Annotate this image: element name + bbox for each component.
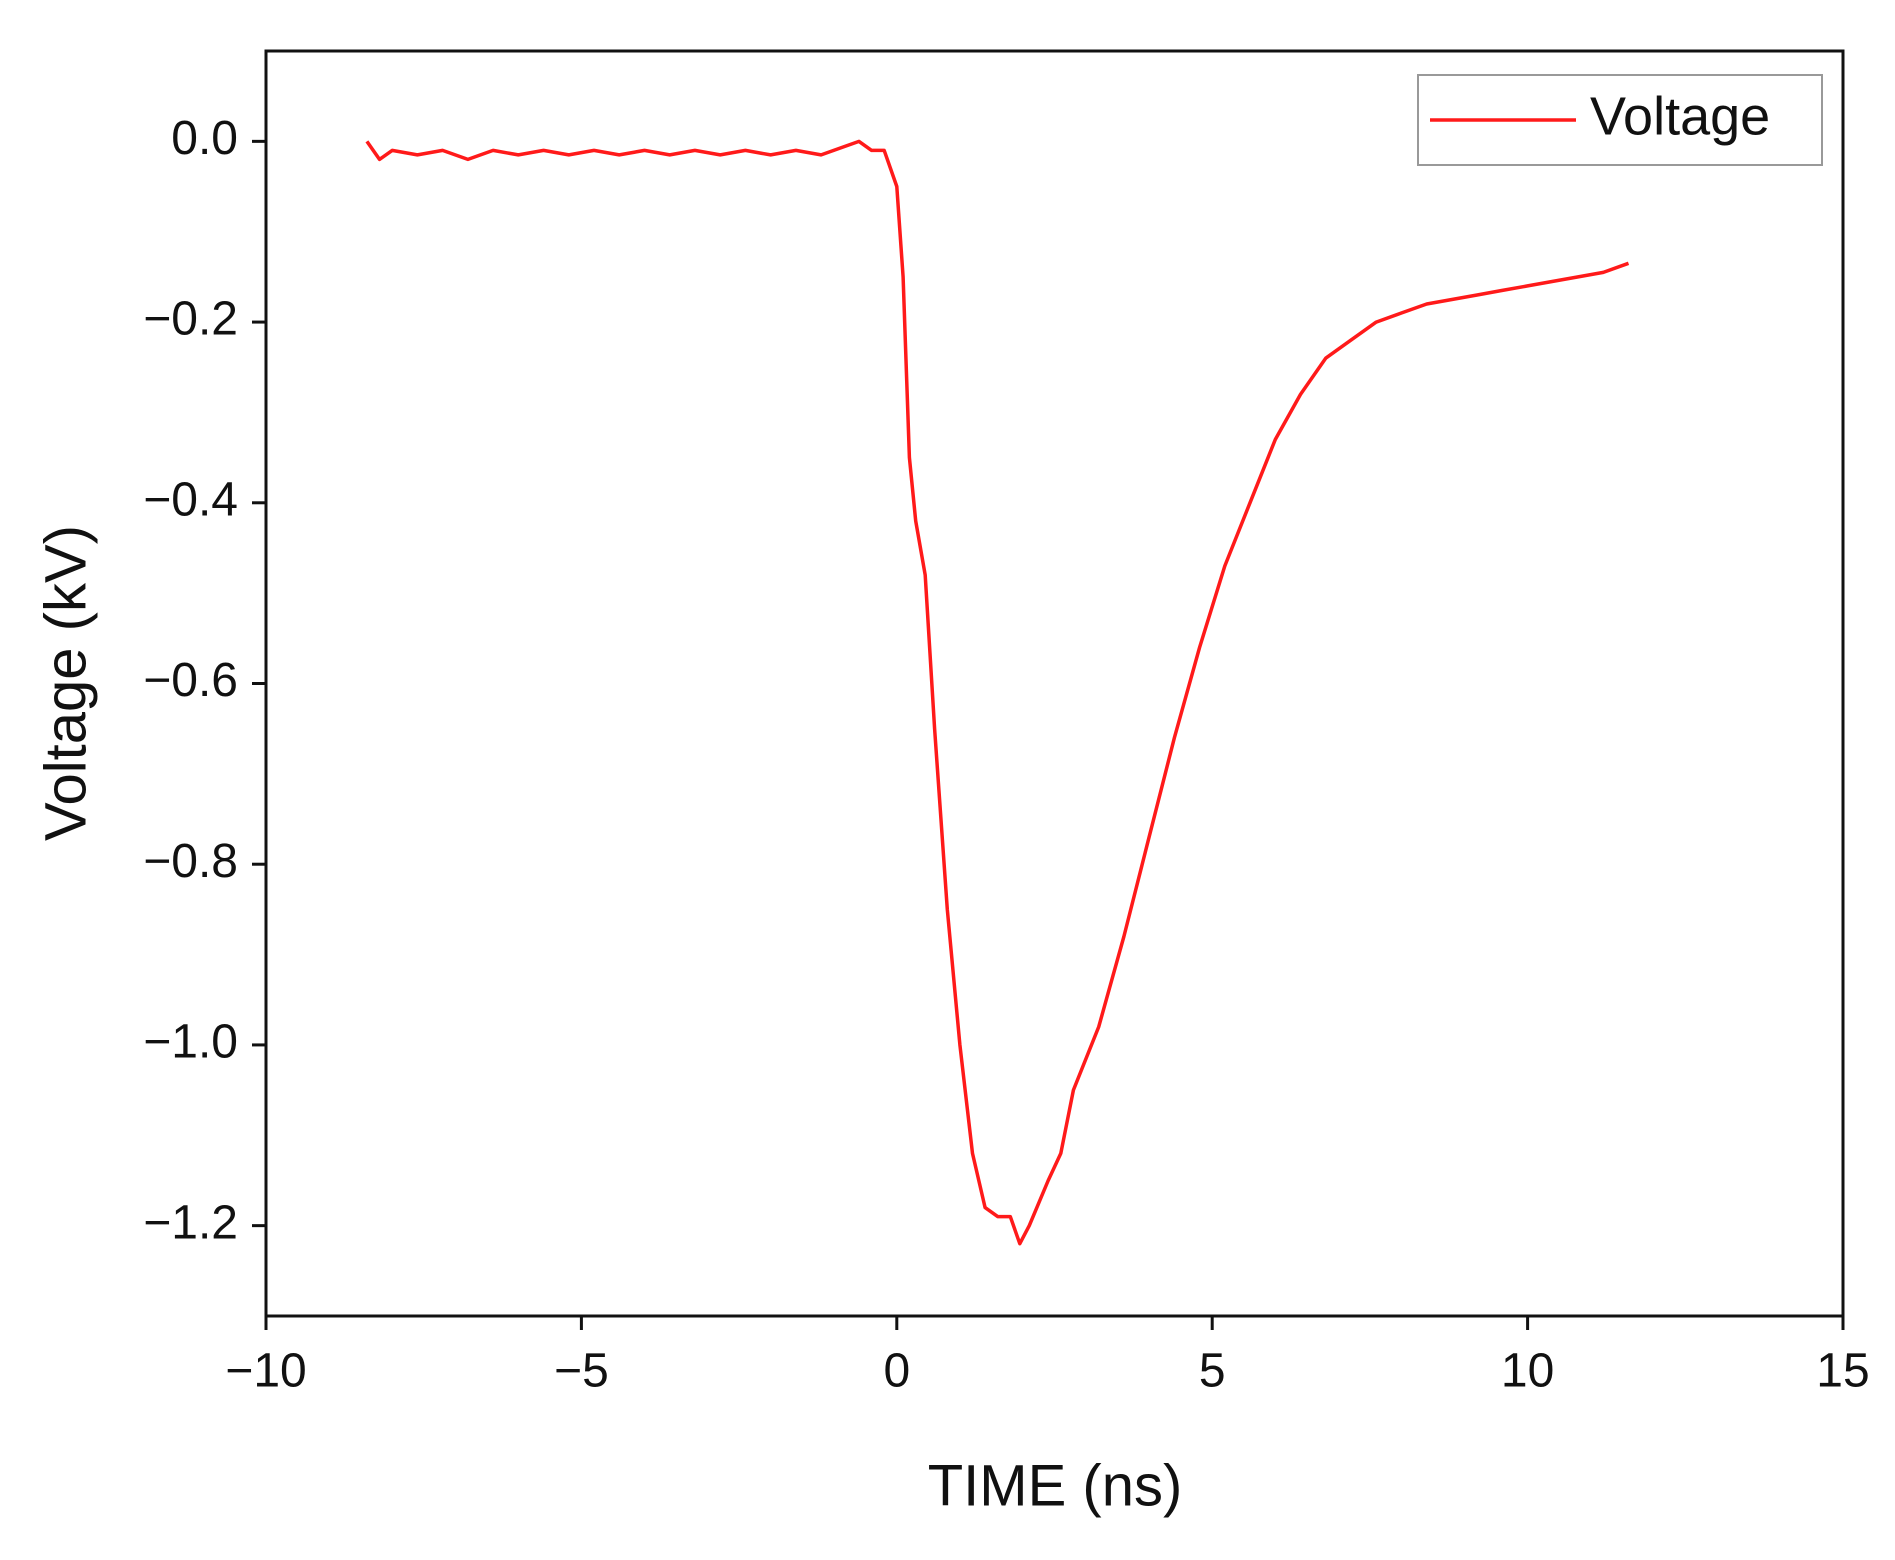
y-tick-label: −0.2 bbox=[143, 293, 238, 346]
x-axis-title: TIME (ns) bbox=[928, 1453, 1183, 1518]
x-tick-label: 15 bbox=[1816, 1345, 1869, 1398]
data-line bbox=[365, 139, 1630, 1246]
x-tick-label: 5 bbox=[1199, 1345, 1226, 1398]
y-tick-label: 0.0 bbox=[171, 112, 238, 165]
x-tick-label: 10 bbox=[1501, 1345, 1554, 1398]
y-tick-label: −0.6 bbox=[143, 654, 238, 707]
x-tick-label: 0 bbox=[883, 1345, 910, 1398]
plot-frame bbox=[264, 49, 1845, 1318]
legend-label: Voltage bbox=[1590, 86, 1770, 146]
y-axis-title: Voltage (kV) bbox=[33, 525, 98, 841]
y-tick-label: −1.0 bbox=[143, 1016, 238, 1069]
x-tick-label: −5 bbox=[554, 1345, 609, 1398]
y-tick-label: −0.8 bbox=[143, 835, 238, 888]
x-tick-label: −10 bbox=[225, 1345, 306, 1398]
y-tick-label: −0.4 bbox=[143, 473, 238, 526]
y-tick-label: −1.2 bbox=[143, 1196, 238, 1249]
